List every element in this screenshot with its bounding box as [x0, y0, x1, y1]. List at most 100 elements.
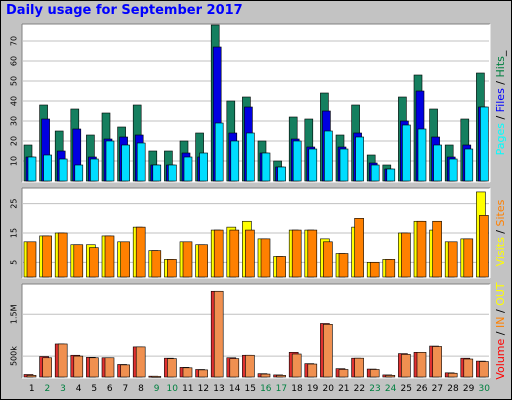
bar	[168, 164, 177, 182]
bar	[135, 226, 146, 278]
x-tick-label: 9	[154, 384, 160, 394]
bar	[432, 220, 442, 278]
bar	[167, 358, 177, 378]
legend-part: Pages	[494, 123, 507, 156]
bar	[73, 244, 84, 278]
bar	[447, 241, 458, 278]
bar	[261, 152, 271, 182]
bar	[57, 232, 68, 278]
y-tick-label: 50	[10, 76, 19, 86]
x-tick-label: 21	[338, 384, 349, 394]
bar	[182, 367, 193, 378]
bar	[151, 376, 162, 378]
bar	[135, 346, 146, 378]
bar	[416, 220, 427, 278]
y-tick-label: 40	[10, 96, 19, 106]
bar	[369, 369, 380, 378]
legend-visits-sites: Visits / Sites	[494, 199, 507, 266]
bar	[182, 241, 193, 278]
legend-part: Files	[494, 88, 507, 112]
bar	[183, 156, 193, 182]
bar	[152, 164, 162, 182]
bar	[213, 229, 224, 278]
y-tick-label: 5	[10, 260, 19, 265]
x-tick-label: 18	[291, 384, 303, 394]
x-tick-label: 6	[107, 384, 113, 394]
panel-kbytes-bg	[22, 284, 490, 378]
bar	[42, 357, 52, 378]
bar	[120, 241, 130, 278]
bar	[74, 164, 84, 182]
x-tick-label: 17	[276, 384, 287, 394]
bar	[292, 140, 302, 182]
bar	[338, 253, 349, 278]
bar	[401, 232, 411, 278]
bar	[402, 124, 411, 182]
x-tick-label: 2	[45, 384, 51, 394]
bar	[230, 140, 240, 182]
bar	[277, 166, 286, 182]
y-tick-label: 500k	[10, 346, 19, 366]
x-tick-label: 20	[322, 384, 334, 394]
chart-title: Daily usage for September 2017	[6, 3, 243, 18]
bar	[136, 142, 146, 182]
bar	[214, 122, 224, 182]
bar	[198, 244, 208, 278]
y-tick-label: 20	[10, 136, 19, 146]
x-tick-label: 23	[369, 384, 380, 394]
bar	[246, 132, 255, 182]
bar	[229, 229, 240, 278]
x-tick-label: 13	[213, 384, 224, 394]
x-tick-label: 16	[260, 384, 272, 394]
x-tick-label: 15	[244, 384, 255, 394]
x-tick-label: 27	[432, 384, 443, 394]
bar	[104, 357, 115, 378]
bar	[245, 354, 255, 378]
y-tick-label: 10	[10, 156, 19, 166]
x-tick-label: 3	[60, 384, 66, 394]
bar	[323, 324, 333, 378]
bar	[323, 241, 333, 278]
bar	[120, 364, 130, 378]
bar	[57, 343, 68, 378]
x-tick-label: 29	[463, 384, 475, 394]
legend-part: Hits	[494, 56, 507, 78]
bar	[463, 358, 474, 378]
bar	[308, 148, 318, 182]
bar	[105, 140, 115, 182]
bar	[432, 346, 442, 378]
bar	[354, 218, 364, 278]
legend-pages-files-hits: Pages / Files / Hits_	[494, 50, 507, 155]
bar	[370, 164, 380, 182]
x-tick-label: 7	[123, 384, 129, 394]
bar	[386, 168, 396, 182]
bar	[401, 354, 411, 378]
legend-part: OUT	[494, 282, 507, 306]
legend-part: /	[494, 226, 507, 237]
legend-part: IN	[494, 317, 507, 328]
bar	[26, 241, 37, 278]
x-tick-label: 30	[478, 384, 490, 394]
bar	[245, 229, 255, 278]
bar	[369, 262, 380, 278]
legend-part: _	[494, 50, 507, 57]
bar	[276, 375, 286, 378]
bar	[338, 369, 349, 378]
bar	[291, 353, 302, 378]
x-tick-label: 4	[76, 384, 82, 394]
x-tick-label: 10	[166, 384, 178, 394]
bar	[307, 229, 318, 278]
bar	[417, 128, 427, 182]
bar	[479, 215, 489, 278]
bar	[447, 372, 458, 378]
x-tick-label: 25	[400, 384, 411, 394]
legend-part: /	[494, 306, 507, 317]
x-tick-label: 26	[416, 384, 428, 394]
legend-part: /	[494, 328, 507, 339]
bar	[27, 156, 37, 182]
bar	[291, 229, 302, 278]
bar	[324, 130, 333, 182]
bar	[260, 238, 271, 278]
y-tick-label: 1.5M	[10, 304, 19, 324]
